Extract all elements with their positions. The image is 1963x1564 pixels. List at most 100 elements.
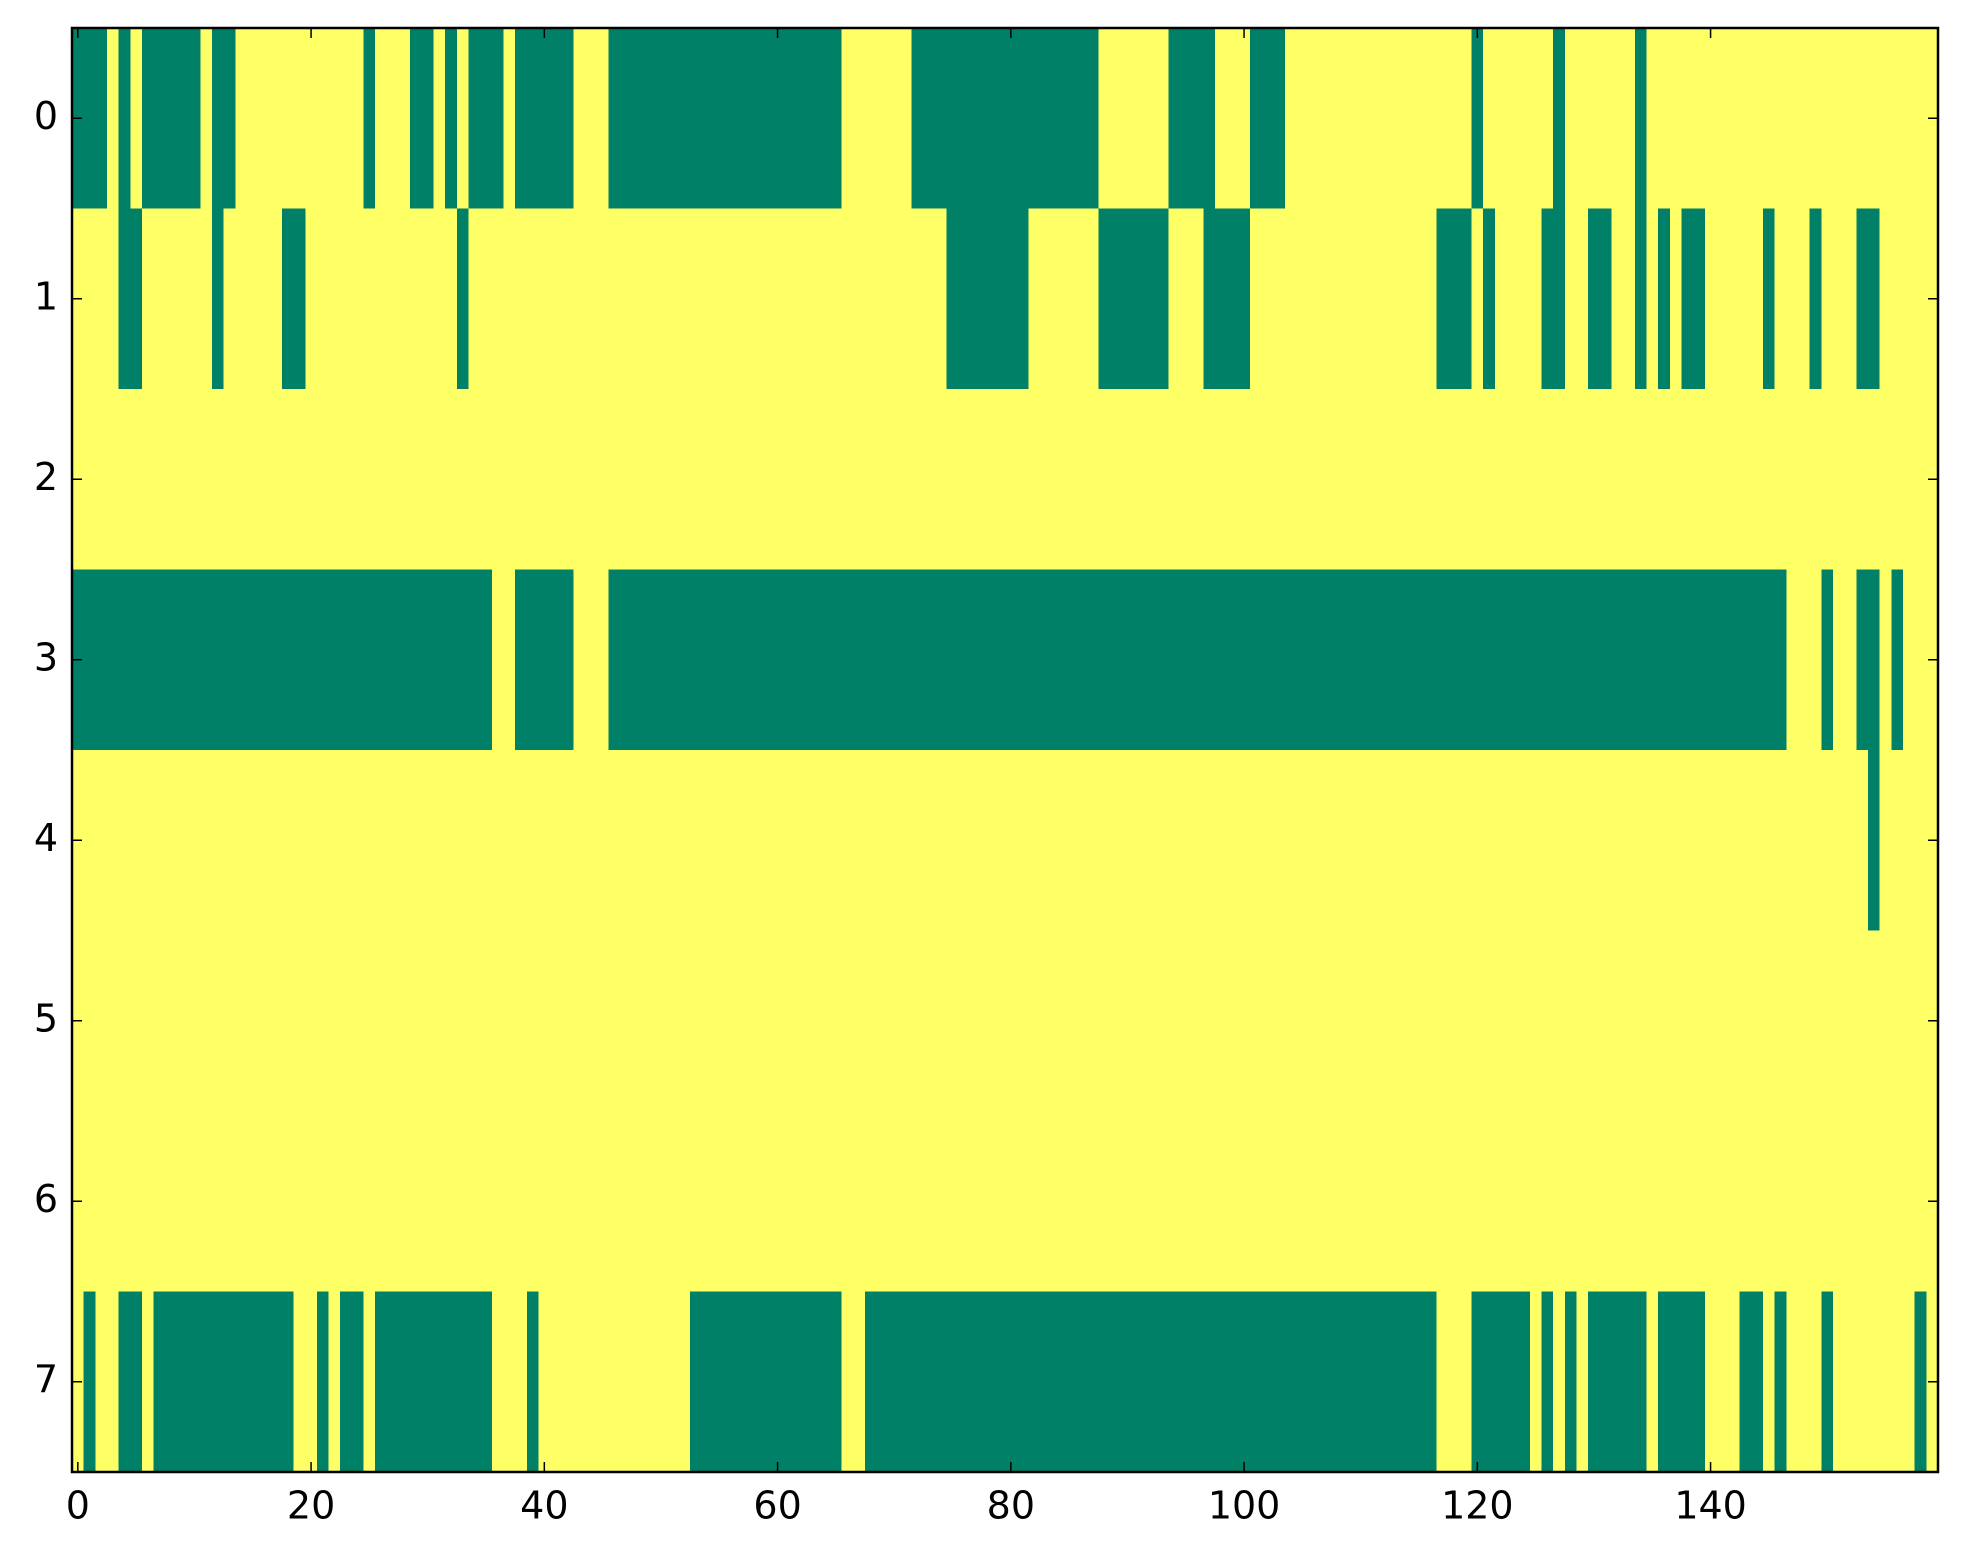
heatmap-cell [165,389,178,571]
heatmap-cell [375,28,388,210]
heatmap-cell [1448,569,1461,751]
heatmap-cell [1261,1111,1274,1293]
heatmap-cell [491,930,505,1112]
heatmap-cell [1471,1111,1484,1293]
heatmap-cell [1844,208,1857,390]
heatmap-cell [1588,208,1601,390]
heatmap-cell [1378,1291,1391,1473]
heatmap-cell [678,930,691,1112]
heatmap-cell [1459,208,1473,390]
heatmap-cell [1191,930,1204,1112]
heatmap-cell [1494,1291,1508,1473]
heatmap-cell [363,569,376,751]
heatmap-cell [713,1111,726,1293]
heatmap-cell [1506,930,1519,1112]
heatmap-cell [1039,1291,1053,1473]
heatmap-cell [1039,1111,1053,1293]
heatmap-cell [841,28,854,210]
heatmap-cell [141,1291,155,1473]
heatmap-cell [725,28,738,210]
heatmap-cell [1074,569,1088,751]
heatmap-cell [351,208,365,390]
heatmap-cell [1273,750,1286,932]
heatmap-cell [1518,28,1531,210]
heatmap-cell [188,569,201,751]
heatmap-cell [1086,569,1099,751]
heatmap-cell [258,750,271,932]
heatmap-cell [888,28,901,210]
heatmap-cell [923,1111,936,1293]
heatmap-cell [1226,1111,1239,1293]
heatmap-cell [1868,1111,1881,1293]
heatmap-cell [468,389,481,571]
heatmap-cell [1249,930,1263,1112]
heatmap-cell [1798,1111,1811,1293]
heatmap-cell [106,930,120,1112]
heatmap-cell [1413,750,1426,932]
heatmap-cell [1821,750,1834,932]
heatmap-cell [165,1111,178,1293]
heatmap-cell [106,569,120,751]
heatmap-cell [923,389,936,571]
heatmap-cell [643,569,656,751]
heatmap-cell [631,930,645,1112]
heatmap-cell [538,208,551,390]
heatmap-cell [1833,750,1846,932]
heatmap-cell [1891,1111,1904,1293]
heatmap-cell [806,930,819,1112]
heatmap-cell [153,1291,166,1473]
heatmap-cell [1005,569,1018,751]
heatmap-cell [678,28,691,210]
heatmap-cell [1903,569,1916,751]
heatmap-cell [1424,569,1438,751]
heatmap-cell [935,1111,948,1293]
heatmap-cell [888,389,901,571]
heatmap-cell [865,208,878,390]
heatmap-cell [643,389,656,571]
heatmap-cell [1203,389,1216,571]
heatmap-cell [1623,28,1636,210]
heatmap-cell [130,1111,143,1293]
heatmap-cell [515,930,528,1112]
heatmap-cell [1424,750,1438,932]
heatmap-cell [1436,1291,1449,1473]
heatmap-cell [188,1111,201,1293]
heatmap-cell [421,28,435,210]
heatmap-cell [1576,930,1589,1112]
heatmap-cell [1704,208,1718,390]
heatmap-cell [1284,1111,1298,1293]
heatmap-cell [818,750,831,932]
heatmap-cell [1354,1111,1368,1293]
heatmap-cell [351,1111,365,1293]
heatmap-cell [235,1291,248,1473]
heatmap-cell [1109,569,1123,751]
heatmap-cell [176,569,190,751]
heatmap-cell [1833,569,1846,751]
heatmap-cell [608,1111,621,1293]
heatmap-cell [1284,750,1298,932]
heatmap-cell [876,28,889,210]
heatmap-cell [853,389,866,571]
heatmap-cell [445,1291,458,1473]
heatmap-cell [620,750,633,932]
heatmap-cell [1553,28,1566,210]
heatmap-cell [1623,1111,1636,1293]
heatmap-cell [911,1111,924,1293]
heatmap-cell [1238,930,1251,1112]
heatmap-cell [1599,1291,1613,1473]
heatmap-cell [410,389,423,571]
heatmap-cell [1868,389,1881,571]
heatmap-cell [235,28,248,210]
heatmap-cell [1693,1111,1706,1293]
heatmap-cell [1658,750,1671,932]
heatmap-cell [1471,389,1484,571]
heatmap-cell [585,389,598,571]
heatmap-cell [1751,389,1764,571]
heatmap-cell [1005,208,1018,390]
heatmap-cell [783,750,796,932]
heatmap-cell [1063,389,1076,571]
heatmap-cell [1261,750,1274,932]
heatmap-cell [421,208,435,390]
heatmap-cell [270,1111,283,1293]
heatmap-cell [806,208,819,390]
